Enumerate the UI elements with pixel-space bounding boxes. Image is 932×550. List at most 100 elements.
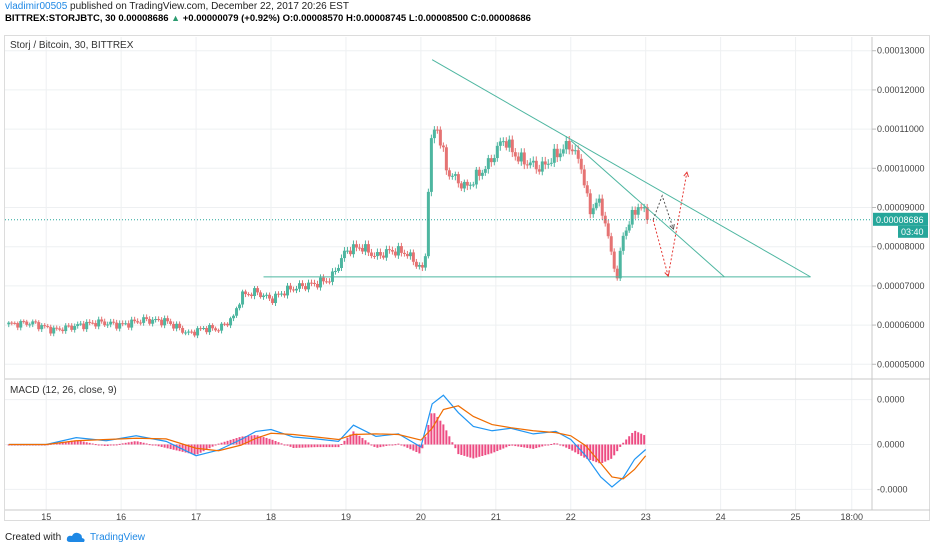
macd-histogram-bar — [352, 431, 355, 445]
candle-body — [151, 319, 155, 324]
candle-body — [58, 328, 62, 330]
macd-histogram-bar — [385, 444, 388, 446]
macd-histogram-bar — [247, 435, 250, 445]
candle-body — [172, 323, 176, 329]
candle-body — [178, 323, 182, 328]
candle-body — [142, 317, 146, 323]
macd-histogram-bar — [229, 439, 232, 445]
tradingview-link[interactable]: TradingView — [90, 532, 146, 543]
candle-body — [85, 321, 89, 330]
macd-histogram-bar — [310, 444, 313, 448]
macd-histogram-bar — [472, 444, 475, 459]
candle-body — [265, 294, 269, 296]
macd-pane[interactable] — [7, 394, 647, 488]
macd-histogram-bar — [373, 444, 376, 447]
candle-body — [432, 129, 436, 139]
macd-histogram-bar — [433, 413, 436, 445]
macd-histogram-bar — [292, 444, 295, 448]
publish-line: vladimir00505 published on TradingView.c… — [5, 1, 349, 12]
candle-body — [136, 321, 140, 323]
candle-body — [154, 319, 158, 321]
candle-body — [351, 244, 355, 255]
macd-histogram-bar — [166, 444, 169, 449]
candle-body — [133, 319, 137, 322]
candle-body — [244, 291, 248, 295]
candle-body — [471, 184, 475, 186]
price-tick-label: 0.00013000 — [877, 46, 925, 56]
candle-body — [483, 169, 487, 173]
macd-histogram-bar — [637, 432, 640, 445]
candle-body — [435, 129, 439, 131]
candle-body — [139, 322, 143, 324]
macd-histogram-bar — [535, 444, 538, 449]
macd-histogram-bar — [100, 444, 103, 446]
candle-body — [369, 252, 373, 256]
price-tick-label: 0.00005000 — [877, 359, 925, 369]
candle-body — [354, 244, 358, 248]
macd-histogram-bar — [139, 442, 142, 445]
candle-body — [576, 150, 580, 159]
macd-histogram-bar — [508, 444, 511, 447]
author-link[interactable]: vladimir00505 — [5, 1, 68, 12]
candle-body — [22, 321, 26, 323]
candle-body — [390, 250, 394, 252]
macd-histogram-bar — [214, 444, 217, 446]
time-tick-label: 21 — [491, 512, 501, 522]
candle-body — [468, 184, 472, 186]
candle-body — [606, 223, 610, 237]
chart-header: vladimir00505 published on TradingView.c… — [0, 0, 932, 24]
publish-info: published on TradingView.com, December 2… — [70, 1, 349, 12]
macd-histogram-bar — [400, 444, 403, 446]
macd-histogram-bar — [109, 444, 112, 446]
macd-histogram-bar — [457, 444, 460, 455]
candle-body — [507, 139, 511, 148]
candle-body — [259, 292, 263, 298]
price-tick-label: 0.00010000 — [877, 163, 925, 173]
macd-histogram-bar — [133, 441, 136, 445]
candle-body — [130, 319, 134, 328]
candle-body — [67, 325, 71, 327]
candle-body — [552, 148, 556, 163]
macd-tick-label: 0.0000 — [877, 395, 905, 405]
candle-body — [124, 323, 128, 325]
macd-histogram-bar — [304, 444, 307, 448]
candle-body — [522, 152, 526, 165]
macd-histogram-bar — [334, 444, 337, 448]
price-tick-label: 0.00006000 — [877, 320, 925, 330]
candle-body — [429, 138, 433, 192]
candle-body — [52, 327, 56, 334]
candle-body — [561, 149, 565, 154]
candle-body — [46, 326, 50, 328]
macd-histogram-bar — [358, 435, 361, 445]
candle-body — [414, 261, 418, 267]
candle-body — [148, 318, 152, 324]
candle-body — [103, 321, 107, 326]
price-pane[interactable] — [5, 59, 872, 339]
candle-body — [112, 321, 116, 323]
macd-histogram-bar — [325, 444, 328, 448]
candle-body — [163, 318, 167, 326]
candle-body — [10, 322, 14, 324]
macd-histogram-bar — [64, 441, 67, 445]
candle-body — [501, 141, 505, 143]
macd-histogram-bar — [286, 444, 289, 446]
candle-body — [444, 147, 448, 171]
candle-body — [381, 255, 385, 258]
candle-body — [16, 323, 20, 328]
candle-body — [247, 294, 251, 296]
macd-histogram-bar — [499, 444, 502, 450]
macd-histogram-bar — [532, 444, 535, 449]
candle-body — [492, 158, 496, 163]
candle-body — [630, 209, 634, 225]
candle-body — [405, 254, 409, 257]
candle-body — [519, 152, 523, 162]
macd-histogram-bar — [571, 444, 574, 451]
macd-histogram-bar — [154, 444, 157, 446]
candle-body — [289, 285, 293, 290]
macd-histogram-bar — [484, 444, 487, 456]
macd-histogram-bar — [622, 442, 625, 445]
candle-body — [453, 174, 457, 176]
candle-body — [306, 282, 310, 290]
candle-body — [190, 331, 194, 333]
